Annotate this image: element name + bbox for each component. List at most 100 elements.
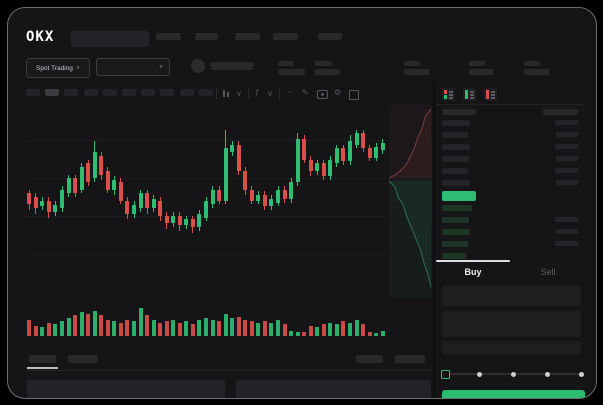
candle: [190, 219, 195, 227]
candle: [53, 204, 58, 212]
pair-dropdown[interactable]: ∨: [96, 58, 170, 76]
timeframe-button[interactable]: [26, 89, 40, 96]
stat-label-placeholder: [404, 61, 420, 66]
orderbook-ask-price: [442, 156, 469, 162]
timeframe-button[interactable]: [160, 89, 175, 96]
timeframe-button[interactable]: [102, 89, 117, 96]
slider-handle[interactable]: [441, 370, 450, 379]
nav-item-placeholder[interactable]: [195, 33, 218, 40]
candle: [40, 200, 45, 207]
orderbook-ask-amount: [556, 156, 578, 161]
volume-bar: [308, 325, 313, 336]
candle-style-icon[interactable]: [223, 90, 225, 97]
order-input[interactable]: [442, 286, 581, 306]
candle: [217, 189, 222, 201]
timeframe-button[interactable]: [45, 89, 60, 96]
candle: [328, 159, 333, 177]
orderbook-ask-price: [442, 168, 468, 174]
candle: [99, 155, 104, 175]
volume-bar: [132, 321, 136, 336]
candle: [92, 152, 97, 179]
volume-bar: [249, 321, 254, 336]
volume-bar: [380, 330, 385, 336]
stat-label-placeholder: [524, 61, 540, 66]
volume-bar: [190, 324, 195, 336]
candle: [73, 178, 78, 194]
candle: [145, 193, 150, 209]
stat-value-placeholder: [404, 69, 430, 75]
pair-name-placeholder[interactable]: [211, 62, 253, 70]
timeframe-button[interactable]: [141, 89, 156, 96]
orderbook-view-bids-icon[interactable]: [463, 88, 476, 101]
orderbook-ask-price: [442, 120, 470, 126]
timeframe-button[interactable]: [122, 89, 136, 96]
volume-bar: [236, 316, 241, 336]
bottom-input-right[interactable]: [236, 380, 431, 398]
orderbook-ask-amount: [556, 132, 578, 137]
candle: [269, 198, 274, 207]
chevron-down-icon[interactable]: ∨: [267, 89, 273, 98]
volume-bar: [171, 319, 176, 336]
line-tool-icon[interactable]: ~: [287, 88, 292, 97]
draw-tool-icon[interactable]: ✎: [302, 88, 309, 97]
fullscreen-icon[interactable]: [349, 90, 359, 100]
candle: [210, 189, 215, 205]
volume-bar: [66, 318, 71, 336]
candle: [171, 215, 176, 224]
candle: [380, 142, 385, 151]
slider-stop[interactable]: [544, 371, 550, 377]
bottom-tab[interactable]: [395, 355, 425, 363]
volume-bar: [367, 331, 372, 336]
slider-stop[interactable]: [578, 371, 584, 377]
candle: [158, 200, 163, 216]
sell-tab[interactable]: Sell: [540, 267, 556, 277]
market-type-label: Spot Trading: [36, 64, 73, 72]
camera-icon[interactable]: [317, 90, 328, 99]
bottom-tab[interactable]: [29, 355, 56, 363]
orderbook-ask-price: [442, 180, 470, 186]
buy-tab[interactable]: Buy: [464, 267, 482, 277]
volume-bar: [217, 321, 222, 336]
volume-bar: [269, 322, 274, 336]
timeframe-button[interactable]: [64, 89, 79, 96]
order-input[interactable]: [442, 311, 581, 337]
volume-bar: [33, 325, 38, 336]
bottom-input-left[interactable]: [27, 380, 225, 398]
orderbook-last-price[interactable]: [442, 191, 476, 201]
nav-item-placeholder[interactable]: [273, 33, 298, 40]
orderbook-bid-price: [442, 253, 466, 259]
nav-item-placeholder[interactable]: [156, 33, 181, 40]
timeframe-button[interactable]: [198, 89, 213, 96]
buy-submit-button[interactable]: [442, 390, 585, 398]
volume-bar: [27, 319, 32, 336]
orderbook-view-asks-icon[interactable]: [484, 88, 497, 101]
search-input[interactable]: [71, 31, 149, 47]
candle: [308, 159, 313, 171]
chevron-down-icon[interactable]: ∨: [236, 89, 242, 98]
volume-bar: [99, 315, 104, 336]
settings-gear-icon[interactable]: ⚙: [334, 88, 342, 97]
orderbook-ask-price: [442, 144, 470, 150]
line: [470, 97, 474, 99]
indicator-icon[interactable]: ƒ: [255, 88, 260, 97]
bottom-tab[interactable]: [356, 355, 383, 363]
slider-stop[interactable]: [476, 371, 482, 377]
volume-bar: [210, 319, 215, 336]
nav-item-placeholder[interactable]: [235, 33, 260, 40]
slider-stop[interactable]: [510, 371, 516, 377]
volume-bar: [86, 313, 91, 336]
nav-item-placeholder[interactable]: [318, 33, 342, 40]
candle: [118, 182, 123, 201]
timeframe-button[interactable]: [179, 89, 194, 96]
candlestick-chart[interactable]: [26, 108, 386, 300]
volume-bar: [125, 319, 130, 336]
order-input[interactable]: [442, 341, 581, 354]
market-type-dropdown[interactable]: Spot Trading ∨: [26, 58, 90, 78]
timeframe-button[interactable]: [83, 89, 98, 96]
candle: [105, 170, 110, 190]
candle-style-icon[interactable]: [227, 92, 229, 97]
bottom-tab[interactable]: [68, 355, 98, 363]
orderbook-view-combined-icon[interactable]: [442, 88, 455, 101]
candle: [295, 139, 300, 183]
depth-chart: [389, 108, 432, 288]
